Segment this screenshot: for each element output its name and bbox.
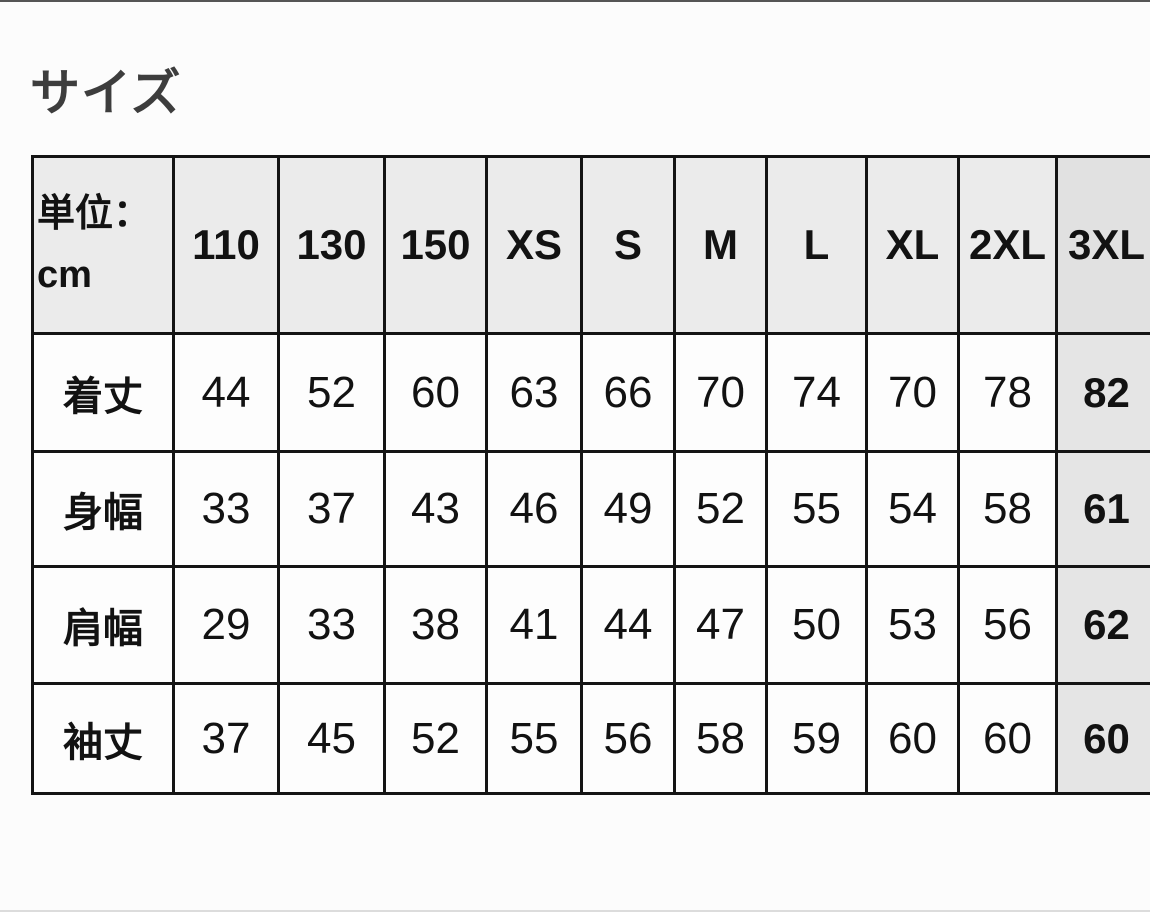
size-value-cell: 58 [957,450,1058,568]
size-value-cell: 38 [383,565,488,685]
size-value-cell: 60 [957,682,1058,795]
measurement-row-label: 着丈 [31,332,175,453]
size-value-cell: 56 [957,565,1058,685]
size-value-cell: 62 [1055,565,1150,685]
unit-header-cell: 単位： cm [31,155,175,335]
measurement-row: 肩幅 29 33 38 41 44 47 50 53 56 62 [31,565,1150,685]
size-column-header: 2XL [957,155,1058,335]
size-value-cell: 55 [765,450,868,568]
size-value-cell: 49 [580,450,676,568]
header-row: 単位： cm 110 130 150 XS S M L XL 2XL 3XL [31,155,1150,335]
size-value-cell: 63 [485,332,583,453]
size-column-header: M [673,155,768,335]
size-column-header: L [765,155,868,335]
size-value-cell: 53 [865,565,960,685]
size-value-cell: 60 [383,332,488,453]
screen-top-edge-line [0,0,1150,2]
size-value-cell: 46 [485,450,583,568]
size-value-cell: 60 [865,682,960,795]
size-value-cell: 52 [383,682,488,795]
size-column-header: 110 [172,155,280,335]
size-column-header: S [580,155,676,335]
size-value-cell: 29 [172,565,280,685]
size-chart-header: 単位： cm 110 130 150 XS S M L XL 2XL 3XL [31,155,1150,335]
size-value-cell: 78 [957,332,1058,453]
size-value-cell: 41 [485,565,583,685]
size-value-cell: 82 [1055,332,1150,453]
size-value-cell: 74 [765,332,868,453]
size-value-cell: 58 [673,682,768,795]
size-chart-container: 単位： cm 110 130 150 XS S M L XL 2XL 3XL 着丈 44 52 60 63 66… [31,155,1150,795]
measurement-row: 身幅 33 37 43 46 49 52 55 54 58 61 [31,450,1150,568]
measurement-row: 袖丈 37 45 52 55 56 58 59 60 60 60 [31,682,1150,795]
size-chart-body: 着丈 44 52 60 63 66 70 74 70 78 82 身幅 33 37 43 46 49 52 55 54… [31,332,1150,795]
measurement-row-label: 身幅 [31,450,175,568]
size-value-cell: 37 [172,682,280,795]
size-value-cell: 44 [172,332,280,453]
size-value-cell: 33 [277,565,386,685]
page-title: サイズ [30,65,182,121]
size-value-cell: 70 [865,332,960,453]
size-value-cell: 59 [765,682,868,795]
screen-bottom-edge-line [0,910,1150,912]
size-value-cell: 52 [673,450,768,568]
size-value-cell: 54 [865,450,960,568]
size-value-cell: 50 [765,565,868,685]
measurement-row-label: 袖丈 [31,682,175,795]
size-chart-table: 単位： cm 110 130 150 XS S M L XL 2XL 3XL 着丈 44 52 60 63 66… [31,155,1150,795]
size-value-cell: 61 [1055,450,1150,568]
size-column-header: 150 [383,155,488,335]
size-column-header: 130 [277,155,386,335]
size-value-cell: 47 [673,565,768,685]
size-value-cell: 43 [383,450,488,568]
size-value-cell: 33 [172,450,280,568]
size-value-cell: 66 [580,332,676,453]
size-value-cell: 60 [1055,682,1150,795]
unit-label-line: cm [37,254,92,296]
size-column-header: XL [865,155,960,335]
measurement-row-label: 肩幅 [31,565,175,685]
size-value-cell: 44 [580,565,676,685]
size-value-cell: 55 [485,682,583,795]
unit-label-line: 単位： [37,193,152,236]
measurement-row: 着丈 44 52 60 63 66 70 74 70 78 82 [31,332,1150,453]
size-column-header: XS [485,155,583,335]
size-value-cell: 52 [277,332,386,453]
size-value-cell: 70 [673,332,768,453]
size-value-cell: 37 [277,450,386,568]
size-value-cell: 56 [580,682,676,795]
size-column-header: 3XL [1055,155,1150,335]
size-value-cell: 45 [277,682,386,795]
